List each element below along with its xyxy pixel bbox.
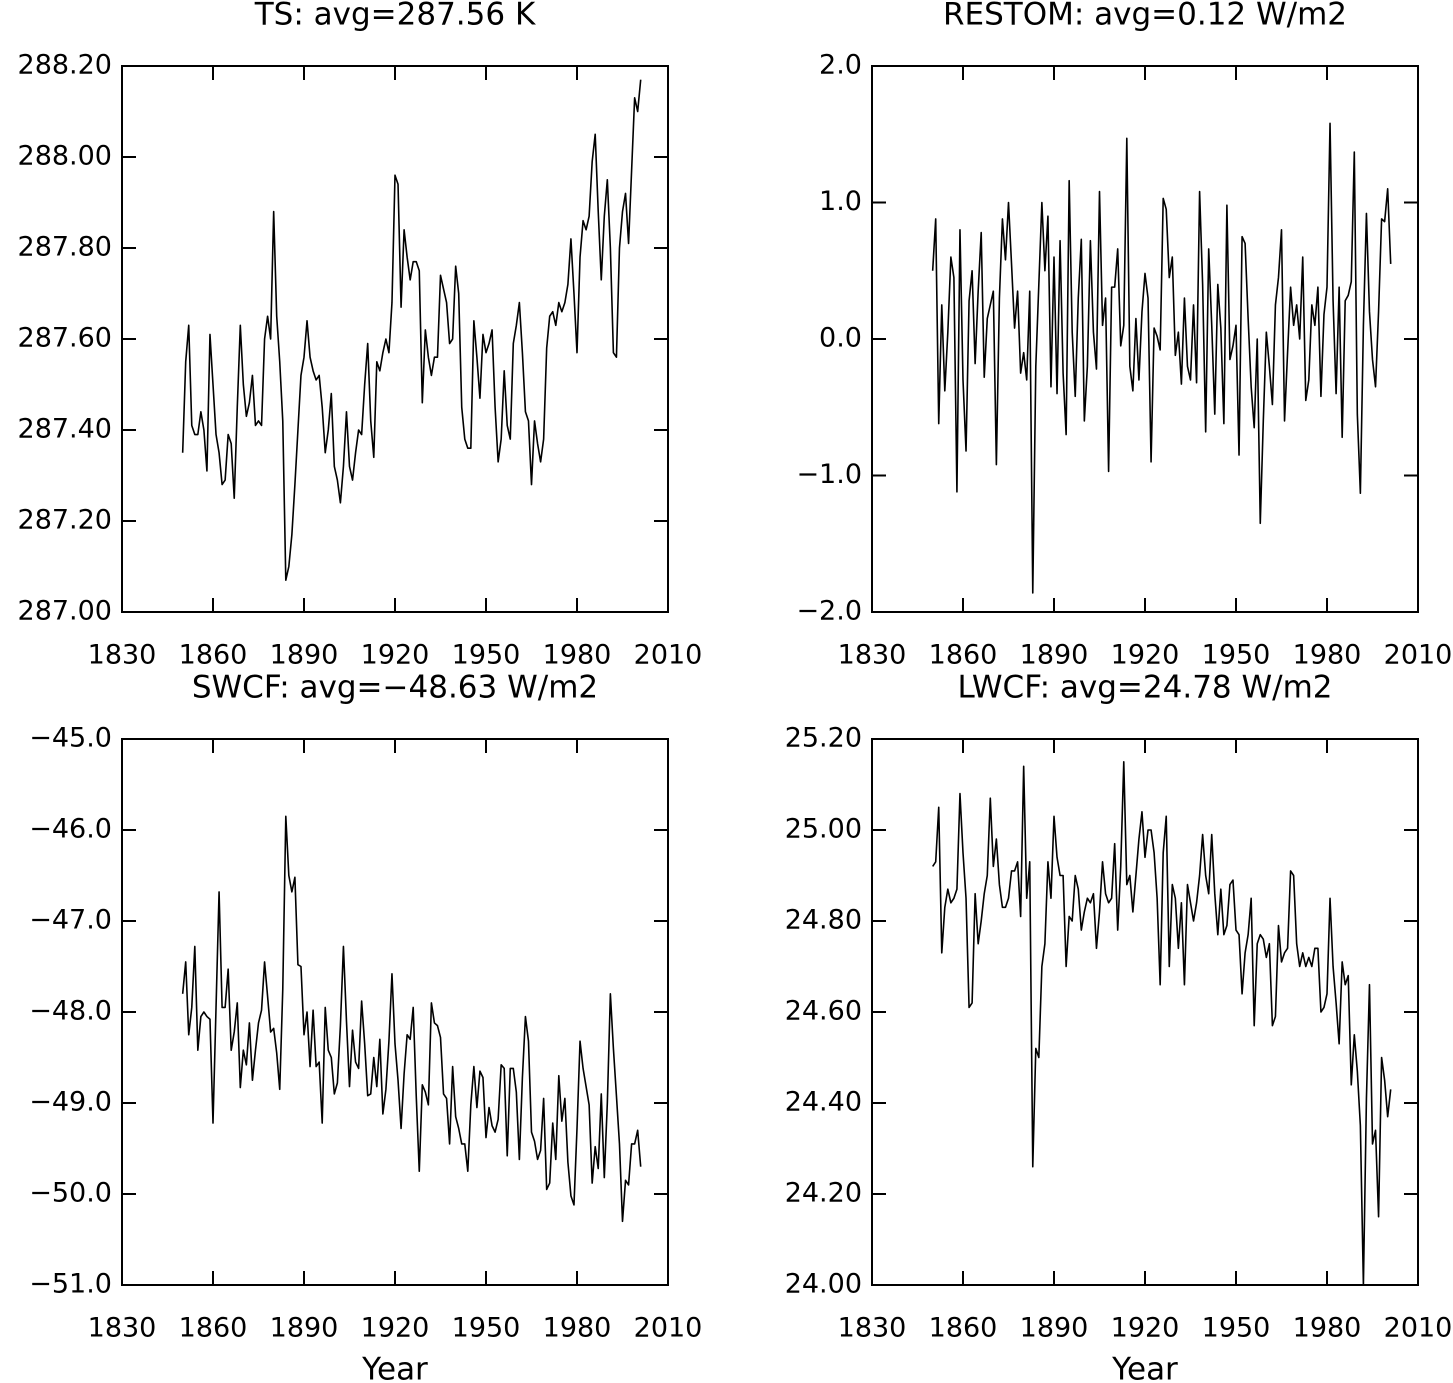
y-tick-label: 2.0	[819, 50, 862, 81]
plot-frame	[121, 65, 669, 613]
y-tick-label: 24.80	[785, 905, 862, 936]
chart-title: LWCF: avg=24.78 W/m2	[957, 670, 1332, 706]
x-tick-label: 1950	[452, 640, 521, 671]
x-axis-label: Year	[1111, 1352, 1178, 1383]
plot-frame	[121, 738, 669, 1286]
y-tick-label: −2.0	[796, 596, 862, 627]
x-tick-label: 1860	[179, 1313, 248, 1344]
data-line	[181, 79, 642, 581]
y-tick-label: 0.0	[819, 323, 862, 354]
x-tick-label: 1830	[838, 640, 907, 671]
y-tick-label: 287.40	[18, 414, 112, 445]
x-tick-label: 1950	[1202, 1313, 1271, 1344]
x-tick-label: 1920	[1111, 1313, 1180, 1344]
y-tick-label: 287.80	[18, 232, 112, 263]
x-tick-label: 1830	[88, 640, 157, 671]
y-tick-label: 24.00	[785, 1269, 862, 1300]
y-tick-label: 25.00	[785, 814, 862, 845]
x-tick-label: 1980	[1293, 1313, 1362, 1344]
x-tick-label: 1920	[361, 640, 430, 671]
x-tick-label: 1860	[929, 1313, 998, 1344]
x-tick-label: 1890	[270, 640, 339, 671]
x-tick-label: 1890	[1020, 640, 1089, 671]
data-line	[932, 760, 1392, 1286]
x-tick-label: 1980	[543, 1313, 612, 1344]
plot-frame	[871, 65, 1419, 613]
x-tick-label: 1830	[88, 1313, 157, 1344]
x-tick-label: 1830	[838, 1313, 907, 1344]
y-tick-label: −47.0	[29, 905, 112, 936]
x-tick-label: 2010	[1384, 640, 1453, 671]
x-tick-label: 1920	[1111, 640, 1180, 671]
data-line	[931, 122, 1392, 594]
y-tick-label: 24.20	[785, 1178, 862, 1209]
x-tick-label: 1920	[361, 1313, 430, 1344]
y-tick-label: 24.60	[785, 996, 862, 1027]
y-tick-label: 288.00	[18, 141, 112, 172]
y-tick-label: −50.0	[29, 1178, 112, 1209]
x-tick-label: 1890	[1020, 1313, 1089, 1344]
x-tick-label: 2010	[634, 1313, 703, 1344]
x-tick-label: 1860	[179, 640, 248, 671]
x-tick-label: 1950	[452, 1313, 521, 1344]
x-axis-label: Year	[361, 1352, 428, 1383]
x-tick-label: 2010	[1384, 1313, 1453, 1344]
data-line	[181, 815, 642, 1223]
chart-title: RESTOM: avg=0.12 W/m2	[943, 0, 1347, 33]
y-tick-label: 287.60	[18, 323, 112, 354]
y-tick-label: 24.40	[785, 1087, 862, 1118]
x-tick-label: 1860	[929, 640, 998, 671]
x-tick-label: 2010	[634, 640, 703, 671]
y-tick-label: −46.0	[29, 814, 112, 845]
y-tick-label: −48.0	[29, 996, 112, 1027]
x-tick-label: 1980	[543, 640, 612, 671]
y-tick-label: 1.0	[819, 186, 862, 217]
y-tick-label: 287.20	[18, 505, 112, 536]
y-tick-label: 288.20	[18, 50, 112, 81]
y-tick-label: 25.20	[785, 723, 862, 754]
y-tick-label: −1.0	[796, 459, 862, 490]
plot-frame	[871, 738, 1419, 1286]
y-tick-label: −51.0	[29, 1269, 112, 1300]
x-tick-label: 1950	[1202, 640, 1271, 671]
x-tick-label: 1980	[1293, 640, 1362, 671]
x-tick-label: 1890	[270, 1313, 339, 1344]
y-tick-label: −49.0	[29, 1087, 112, 1118]
y-tick-label: 287.00	[18, 596, 112, 627]
y-tick-label: −45.0	[29, 723, 112, 754]
chart-title: SWCF: avg=−48.63 W/m2	[192, 670, 598, 706]
chart-title: TS: avg=287.56 K	[254, 0, 536, 33]
